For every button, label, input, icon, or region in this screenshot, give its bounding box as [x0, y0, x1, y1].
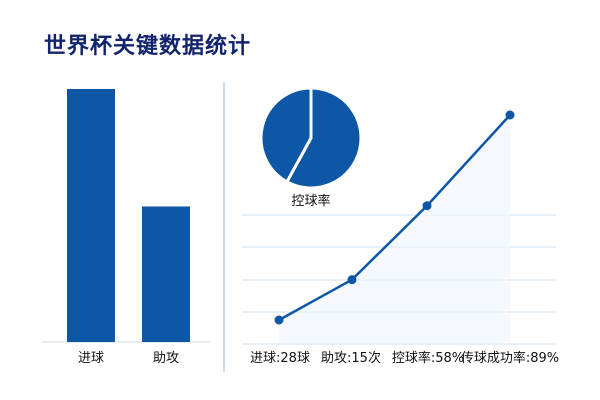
bar-label-2: 助攻 — [153, 351, 179, 366]
bar-label-1: 进球 — [78, 351, 104, 366]
line-point-4 — [505, 110, 515, 120]
line-label-1: 进球:28球 — [250, 351, 310, 366]
line-point-2 — [347, 275, 357, 285]
line-label-4: 传球成功率:89% — [461, 350, 559, 366]
pie-slice-2 — [259, 86, 313, 184]
line-label-2: 助攻:15次 — [321, 350, 381, 366]
line-point-3 — [422, 201, 432, 211]
pie-label: 控球率 — [291, 193, 330, 209]
bar-1 — [67, 89, 115, 342]
bar-2 — [142, 206, 190, 342]
line-series — [278, 114, 511, 322]
page-title: 世界杯关键数据统计 — [44, 34, 252, 59]
line-point-1 — [274, 315, 284, 325]
line-label-3: 控球率:58% — [392, 350, 464, 366]
pie-slice-1 — [284, 86, 363, 190]
line-area — [279, 115, 510, 344]
